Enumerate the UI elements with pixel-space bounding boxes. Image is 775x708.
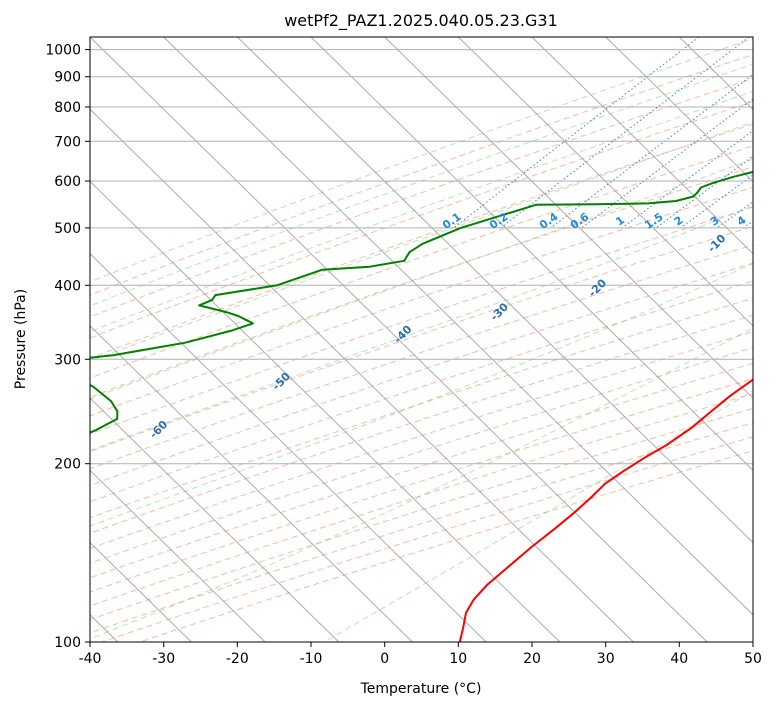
y-tick-label: 1000 bbox=[45, 43, 81, 59]
dry-adiabat bbox=[0, 37, 775, 642]
dry-adiabat bbox=[0, 37, 775, 642]
y-tick-label: 100 bbox=[54, 635, 81, 651]
dry-adiabats bbox=[0, 37, 775, 642]
y-tick-label: 200 bbox=[54, 457, 81, 473]
y-tick-label: 800 bbox=[54, 100, 81, 116]
y-tick-label: 500 bbox=[54, 221, 81, 237]
isotherm-line bbox=[237, 37, 775, 642]
mixing-ratio-label: 1.5 bbox=[642, 210, 665, 232]
x-tick-label: 30 bbox=[597, 651, 615, 667]
moist-adiabat bbox=[0, 37, 775, 642]
dry-adiabat bbox=[0, 37, 775, 642]
x-tick-label: 0 bbox=[380, 651, 389, 667]
y-tick-label: 400 bbox=[54, 278, 81, 294]
x-tick-label: 50 bbox=[744, 651, 762, 667]
x-tick-label: 20 bbox=[523, 651, 541, 667]
dry-adiabat bbox=[0, 37, 775, 642]
isotherm-line bbox=[0, 37, 412, 642]
dry-adiabat bbox=[0, 37, 775, 642]
plot-frame bbox=[90, 37, 753, 642]
dry-adiabat bbox=[0, 37, 775, 642]
x-tick-label: -20 bbox=[226, 651, 249, 667]
series-1-line bbox=[0, 73, 775, 642]
x-tick-label: -30 bbox=[152, 651, 175, 667]
isotherm-line bbox=[16, 37, 633, 642]
mixing-ratio-line bbox=[681, 37, 775, 228]
moist-adiabat bbox=[0, 37, 775, 642]
isotherm-label: -60 bbox=[147, 418, 170, 441]
x-tick-label: 40 bbox=[670, 651, 688, 667]
y-axis-label: Pressure (hPa) bbox=[13, 289, 29, 389]
x-axis-ticks: -40 -30 -20 -10 0 10 20 30 40 50 bbox=[79, 642, 762, 667]
isotherm-label: -40 bbox=[391, 323, 414, 346]
isotherm-line bbox=[311, 37, 775, 642]
x-tick-label: -10 bbox=[300, 651, 323, 667]
dry-adiabat bbox=[0, 37, 775, 642]
dry-adiabat bbox=[0, 37, 775, 642]
moist-adiabat bbox=[0, 37, 775, 642]
mixing-ratio-line bbox=[551, 37, 775, 228]
dry-adiabat bbox=[0, 37, 775, 642]
isotherm-line bbox=[0, 37, 560, 642]
dry-adiabat bbox=[140, 37, 775, 642]
mixing-ratio-line bbox=[717, 37, 775, 228]
isotherm-label: -30 bbox=[488, 300, 511, 323]
moist-adiabat bbox=[0, 37, 775, 642]
isotherm-label: -70 bbox=[27, 463, 50, 486]
mixing-ratio-label: 0.6 bbox=[568, 210, 592, 232]
series-0-line bbox=[460, 73, 775, 642]
x-tick-label: 10 bbox=[449, 651, 467, 667]
dry-adiabat bbox=[0, 37, 775, 642]
isotherm-label: -10 bbox=[705, 232, 728, 255]
mixing-ratio-lines bbox=[454, 37, 775, 228]
dry-adiabat bbox=[0, 37, 775, 642]
mixing-ratio-line bbox=[454, 37, 699, 228]
moist-adiabat bbox=[0, 37, 775, 642]
x-tick-label: -40 bbox=[79, 651, 102, 667]
dry-adiabat bbox=[0, 37, 775, 642]
dry-adiabat bbox=[0, 37, 775, 642]
profile-series bbox=[0, 73, 775, 642]
isotherm-line bbox=[753, 37, 775, 642]
isotherm-line bbox=[0, 37, 339, 642]
mixing-ratio-line bbox=[501, 37, 749, 228]
plot-area: 0.10.20.40.611.52346810131620253036-100-… bbox=[0, 37, 775, 642]
moist-adiabat bbox=[324, 37, 775, 642]
y-tick-label: 600 bbox=[54, 174, 81, 190]
dry-adiabat bbox=[0, 37, 775, 642]
dry-adiabat bbox=[0, 37, 775, 642]
mixing-ratio-label: 0.4 bbox=[537, 210, 561, 232]
moist-adiabats bbox=[0, 37, 775, 642]
isotherm-line bbox=[164, 37, 775, 642]
moist-adiabat bbox=[82, 37, 775, 642]
moist-adiabat bbox=[0, 37, 775, 642]
dry-adiabat bbox=[0, 37, 775, 642]
dry-adiabat bbox=[0, 37, 775, 642]
y-tick-label: 300 bbox=[54, 352, 81, 368]
y-tick-label: 700 bbox=[54, 134, 81, 150]
dry-adiabat bbox=[0, 37, 775, 642]
chart-title: wetPf2_PAZ1.2025.040.05.23.G31 bbox=[284, 11, 558, 31]
mixing-ratio-line bbox=[582, 37, 775, 228]
isotherm-line bbox=[0, 37, 486, 642]
x-axis-label: Temperature (°C) bbox=[360, 681, 482, 697]
mixing-ratio-line bbox=[744, 37, 775, 228]
y-axis-ticks: 100 200 300 400 500 600 700 800 900 1000 bbox=[45, 43, 90, 651]
mixing-ratio-line bbox=[622, 37, 775, 228]
y-tick-label: 900 bbox=[54, 70, 81, 86]
dry-adiabat bbox=[0, 37, 775, 642]
isotherm-label: -50 bbox=[270, 369, 293, 392]
mixing-ratio-label: 1 bbox=[613, 214, 627, 229]
skewed-isotherms bbox=[0, 37, 775, 642]
isotherm-label: -20 bbox=[586, 276, 609, 299]
isotherm-line bbox=[532, 37, 775, 642]
isotherm-line bbox=[0, 37, 265, 642]
